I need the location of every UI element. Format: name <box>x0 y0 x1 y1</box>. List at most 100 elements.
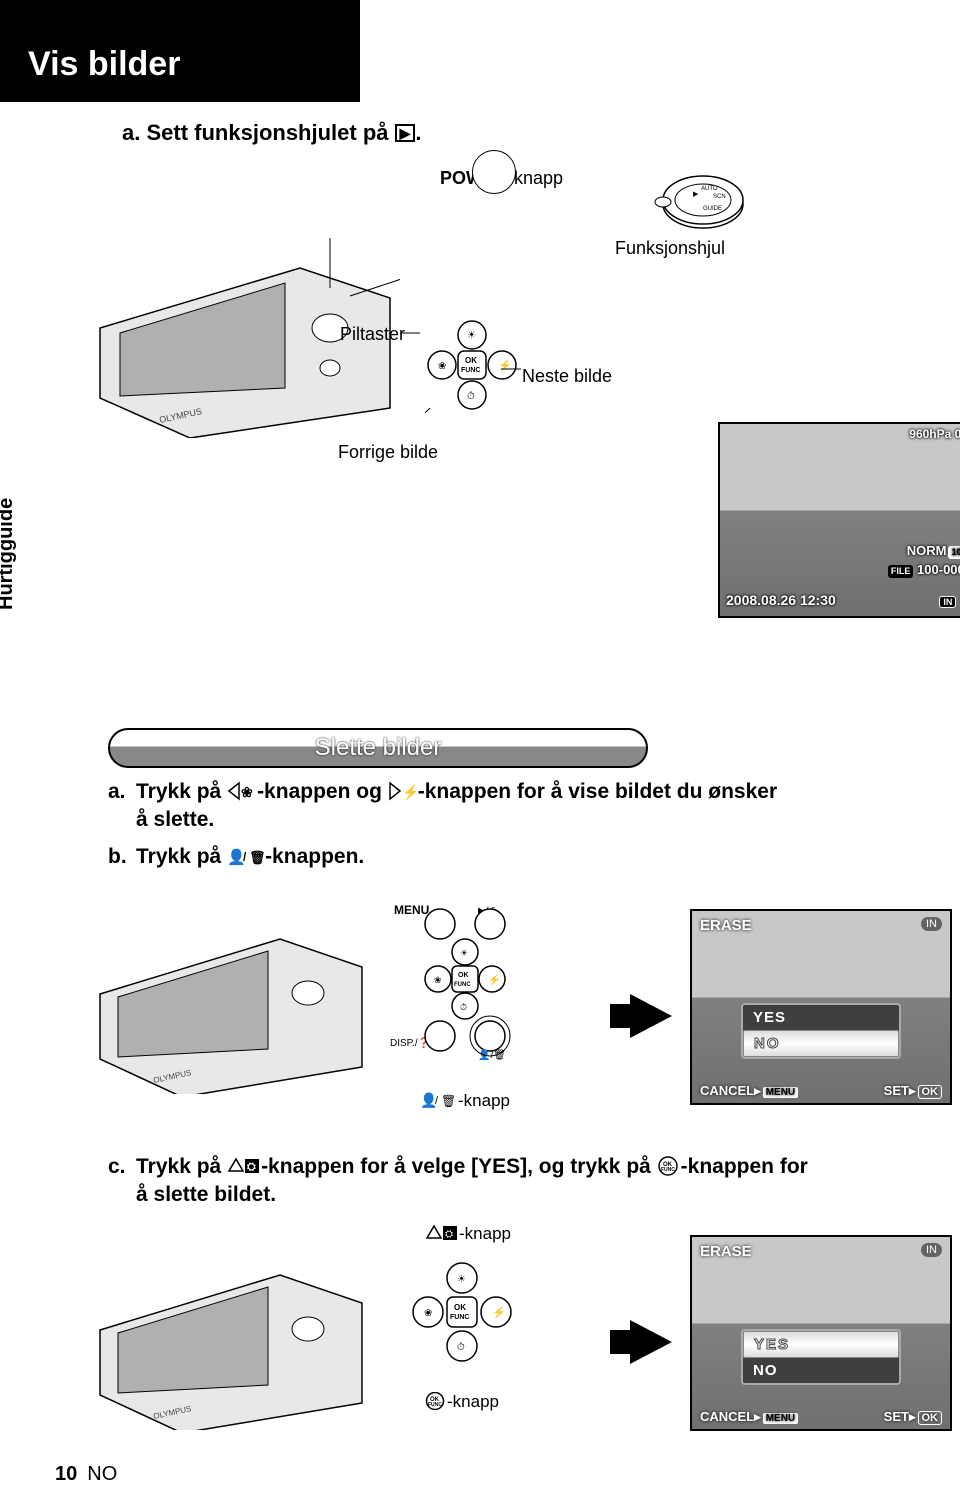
piltaster-line <box>330 308 430 338</box>
delete-b-t2: -knappen. <box>265 845 364 868</box>
play-icon: ▶ <box>395 124 416 142</box>
svg-text:AUTO: AUTO <box>701 186 718 192</box>
svg-text:❀: ❀ <box>434 975 442 985</box>
delete-step-a: a.Trykk på ❀-knappen og ⚡-knappen for å … <box>108 778 910 835</box>
photo-info-overlay: NORM10M FILE 100-0001 <box>886 542 960 580</box>
svg-text:MENU: MENU <box>394 903 429 917</box>
delete-a-t3: -knappen for å vise bildet du ønsker <box>418 780 777 803</box>
svg-text:OK: OK <box>465 356 477 365</box>
neste-line <box>501 364 526 374</box>
erase-in-badge: IN <box>921 917 942 931</box>
step-a-prefix: a. <box>122 120 140 145</box>
up-exposure-icon: ⛭ <box>227 1156 261 1176</box>
erase-title-2: ERASE <box>700 1243 752 1260</box>
ok-func-icon-2: OKFUNC <box>425 1392 447 1410</box>
svg-text:❀: ❀ <box>438 361 446 372</box>
step-c-t4: å slette bildet. <box>136 1181 910 1209</box>
in-badge: IN <box>939 596 956 608</box>
delete-a-t2: -knappen og <box>257 780 388 803</box>
ok-badge: OK <box>918 1085 943 1099</box>
svg-text:OK: OK <box>454 1303 466 1312</box>
power-suffix: -knapp <box>508 168 563 188</box>
svg-text:🗑: 🗑 <box>249 850 265 865</box>
page-lang: NO <box>87 1463 117 1485</box>
svg-text:❀: ❀ <box>424 1308 432 1319</box>
delete-b-prefix: b. <box>108 843 136 871</box>
ok-func-icon: OKFUNC <box>657 1156 681 1176</box>
delete-section-title: Slette bilder <box>315 734 442 761</box>
menu-badge: MENU <box>763 1087 798 1098</box>
step-a-text: Sett funksjonshjulet på <box>146 120 388 145</box>
delete-step-b: b.Trykk på 👤/🗑-knappen. <box>108 843 910 871</box>
svg-text:☀: ☀ <box>460 948 468 958</box>
norm-label: NORM <box>907 543 947 558</box>
erase-screen-2: ERASE IN YES NO CANCEL▸MENU SET▸OK <box>690 1235 952 1431</box>
erase-menu: YES NO <box>741 1003 901 1059</box>
button-label-suffix: -knapp <box>458 1091 510 1110</box>
page-footer: 10 NO <box>55 1463 117 1486</box>
svg-text:☀: ☀ <box>457 1274 466 1285</box>
svg-text:OK: OK <box>458 972 469 979</box>
erase-no-option-selected: NO <box>743 1030 899 1057</box>
delete-b-t1: Trykk på <box>136 845 227 868</box>
step-c-t1: Trykk på <box>136 1155 227 1178</box>
mode-dial-illustration: ▶ AUTO SCN GUIDE <box>645 158 755 236</box>
svg-text:⚡: ⚡ <box>402 784 418 801</box>
arrow-icon-2 <box>630 1320 672 1364</box>
svg-text:GUIDE: GUIDE <box>703 206 722 212</box>
cancel-label: CANCEL▸MENU <box>700 1083 798 1099</box>
svg-text:FUNC: FUNC <box>461 367 480 374</box>
delete-a-t4: å slette. <box>136 806 910 834</box>
svg-text:⚡: ⚡ <box>492 1306 506 1319</box>
set-label: SET▸OK <box>884 1083 942 1099</box>
up-exposure-icon-2: ⛭ <box>425 1224 459 1242</box>
step-a-suffix: . <box>415 120 421 145</box>
erase-no-option: NO <box>743 1358 899 1383</box>
ok-button-label: OKFUNC-knapp <box>425 1392 499 1412</box>
svg-text:🗑: 🗑 <box>441 1094 456 1108</box>
hpa-overlay: 960hPa 0m <box>909 428 960 440</box>
svg-text:⛭: ⛭ <box>247 1161 256 1173</box>
delete-section-header: Slette bilder <box>108 728 648 768</box>
svg-text:⚡: ⚡ <box>488 973 500 986</box>
next-image-label: Neste bilde <box>522 366 612 387</box>
diagram-bottom: OLYMPUS ⛭-knapp OK FUNC ☀ ❀ ⚡ ⏱ OKFUNC-k… <box>90 1220 910 1480</box>
ok-badge-2: OK <box>918 1411 943 1425</box>
ok-label-suffix: -knapp <box>447 1392 499 1411</box>
svg-text:⏱: ⏱ <box>467 391 475 402</box>
resolution-badge: 10M <box>948 546 960 559</box>
step-c-t3: -knappen for <box>681 1155 808 1178</box>
erase-footer: CANCEL▸MENU SET▸OK <box>700 1083 942 1099</box>
left-flower-icon: ❀ <box>227 781 257 801</box>
camera-illustration-3: OLYMPUS <box>90 1235 370 1430</box>
svg-text:▶: ▶ <box>693 191 699 198</box>
up-label-suffix: -knapp <box>459 1224 511 1243</box>
top-black-bar <box>0 0 360 45</box>
side-tab-label: Hurtigguide <box>0 498 18 610</box>
step-c-prefix: c. <box>108 1153 136 1181</box>
erase-in-badge-2: IN <box>921 1243 942 1257</box>
mode-dial-label: Funksjonshjul <box>615 238 725 259</box>
delete-step-c: c.Trykk på ⛭-knappen for å velge [YES], … <box>108 1153 910 1210</box>
svg-text:/: / <box>243 850 247 864</box>
menu-badge-2: MENU <box>763 1413 798 1424</box>
delete-a-t1: Trykk på <box>136 780 227 803</box>
diagram-middle: OLYMPUS MENU ▶/⎙ OK FUNC ☀ ❀ ⚡ ⏱ DISP./❓… <box>90 889 910 1149</box>
page-number: 10 <box>55 1463 77 1485</box>
up-button-label: ⛭ -knapp <box>425 1224 511 1244</box>
svg-text:FUNC: FUNC <box>661 1167 675 1173</box>
power-callout-circle <box>472 150 516 194</box>
person-trash-button-label: 👤/🗑-knapp <box>420 1091 510 1111</box>
erase-menu-2: YES NO <box>741 1329 901 1385</box>
file-number: 100-0001 <box>917 562 960 577</box>
cancel-label-2: CANCEL▸MENU <box>700 1409 798 1425</box>
svg-text:/: / <box>435 1095 439 1107</box>
svg-text:⏱: ⏱ <box>460 1002 467 1012</box>
step-a: a. Sett funksjonshjulet på ▶. <box>122 120 910 146</box>
datetime-overlay: 2008.08.26 12:30 <box>726 592 836 608</box>
svg-text:⛭: ⛭ <box>445 1229 453 1240</box>
erase-yes-option: YES <box>743 1005 899 1030</box>
svg-text:❀: ❀ <box>241 784 253 800</box>
delete-a-prefix: a. <box>108 778 136 806</box>
arrow-icon <box>630 994 672 1038</box>
